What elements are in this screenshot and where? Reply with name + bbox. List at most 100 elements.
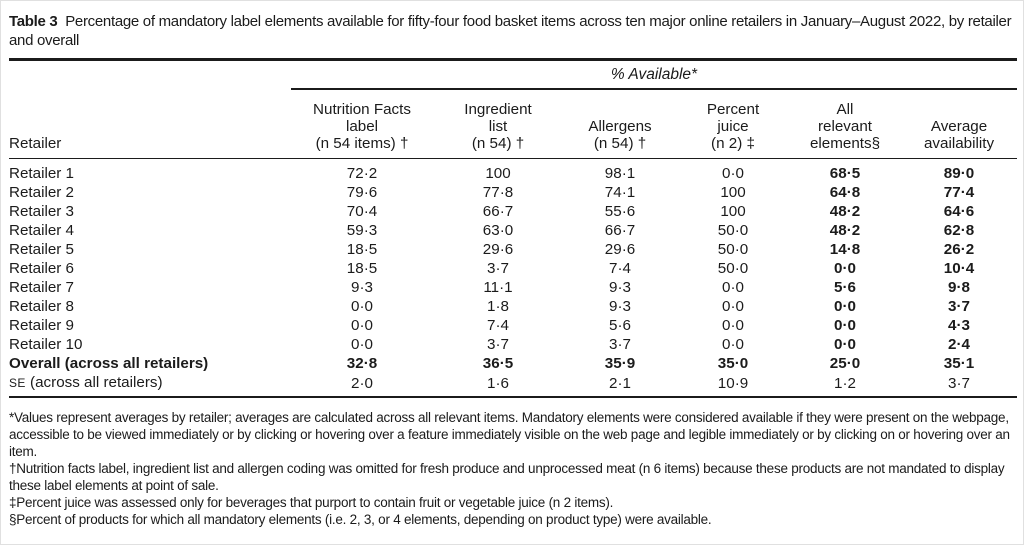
value-cell: 3·7 [948, 374, 970, 392]
value-cell: 1·8 [487, 298, 509, 315]
value-cell: 50·0 [717, 260, 749, 277]
value-cell: 0·0 [351, 317, 373, 334]
footnotes: *Values represent averages by retailer; … [9, 409, 1017, 528]
value-cell: 98·1 [604, 165, 636, 182]
retailer-cell: Retailer 5 [9, 241, 74, 258]
value-cell: 0·0 [834, 336, 856, 353]
table-row: Retailer 6 18·5 3·7 7·4 50·0 0·0 10·4 [9, 259, 1017, 278]
value-cell: 0·0 [834, 298, 856, 315]
retailer-cell: Retailer 6 [9, 260, 74, 277]
value-cell: 48·2 [829, 222, 861, 239]
value-cell: 55·6 [604, 203, 636, 220]
col-header-average-availability: Average availability [901, 89, 1018, 159]
value-cell: 100 [485, 165, 511, 182]
value-cell: 9·3 [351, 279, 373, 296]
table-row: Retailer 2 79·6 77·8 74·1 100 64·8 77·4 [9, 183, 1017, 202]
table-row: Retailer 9 0·0 7·4 5·6 0·0 0·0 4·3 [9, 316, 1017, 335]
value-cell: 10·4 [943, 260, 975, 277]
retailer-cell: Retailer 9 [9, 317, 74, 334]
retailer-cell: SE (across all retailers) [9, 374, 163, 391]
value-cell: 0·0 [351, 298, 373, 315]
footnote-values: *Values represent averages by retailer; … [9, 410, 1010, 459]
value-cell: 32·8 [346, 355, 378, 372]
table-caption: Table 3 Percentage of mandatory label el… [9, 12, 1017, 50]
value-cell: 66·7 [604, 222, 636, 239]
value-cell: 10·9 [717, 374, 749, 392]
col-header-ingredient-list: Ingredient list (n 54) † [433, 89, 563, 159]
value-cell: 1·2 [834, 374, 856, 392]
available-span-header: % Available* [291, 59, 1018, 90]
value-cell: 18·5 [346, 260, 378, 277]
retailer-cell: Overall (across all retailers) [9, 355, 209, 372]
smallcaps-se: SE [9, 376, 26, 390]
value-cell: 50·0 [717, 241, 749, 258]
value-cell: 18·5 [346, 241, 378, 258]
value-cell: 0·0 [722, 317, 744, 334]
retailer-cell: Retailer 1 [9, 165, 74, 182]
value-cell: 77·8 [482, 184, 514, 201]
value-cell: 0·0 [722, 165, 744, 182]
col-header-allergens: Allergens (n 54) † [563, 89, 677, 159]
value-cell: 2·0 [351, 374, 373, 392]
value-cell: 35·1 [943, 355, 975, 372]
value-cell: 64·8 [829, 184, 861, 201]
footnote-double-dagger: ‡Percent juice was assessed only for bev… [9, 495, 614, 510]
value-cell: 9·3 [609, 298, 631, 315]
retailer-cell: Retailer 4 [9, 222, 74, 239]
table-body: Retailer 1 72·2 100 98·1 0·0 68·5 89·0 Retailer… [9, 159, 1017, 398]
value-cell: 14·8 [829, 241, 861, 258]
table-caption-text: Percentage of mandatory label elements a… [9, 13, 1016, 49]
retailer-cell: Retailer 7 [9, 279, 74, 296]
page-container: Table 3 Percentage of mandatory label el… [1, 1, 1024, 528]
value-cell: 89·0 [943, 165, 975, 182]
value-cell: 59·3 [346, 222, 378, 239]
value-cell: 7·4 [487, 317, 509, 334]
table-row: Retailer 8 0·0 1·8 9·3 0·0 0·0 3·7 [9, 297, 1017, 316]
retailer-column-header: Retailer [9, 89, 291, 159]
value-cell: 3·7 [487, 260, 509, 277]
footnote-section: §Percent of products for which all manda… [9, 512, 712, 527]
value-cell: 3·7 [948, 298, 970, 315]
table-row: Retailer 3 70·4 66·7 55·6 100 48·2 64·6 [9, 202, 1017, 221]
value-cell: 5·6 [834, 279, 856, 296]
value-cell: 11·1 [483, 279, 513, 296]
value-cell: 1·6 [487, 374, 509, 392]
value-cell: 25·0 [829, 355, 861, 372]
value-cell: 100 [720, 203, 746, 220]
table-row: Retailer 10 0·0 3·7 3·7 0·0 0·0 2·4 [9, 335, 1017, 354]
value-cell: 0·0 [834, 317, 856, 334]
value-cell: 64·6 [943, 203, 975, 220]
value-cell: 9·8 [948, 279, 970, 296]
value-cell: 50·0 [717, 222, 749, 239]
table-row: Overall (across all retailers) 32·8 36·5 35… [9, 354, 1017, 373]
value-cell: 74·1 [604, 184, 636, 201]
column-header-row: Retailer Nutrition Facts label (n 54 ite… [9, 89, 1018, 159]
value-cell: 0·0 [834, 260, 856, 277]
value-cell: 2·1 [609, 374, 631, 392]
value-cell: 0·0 [722, 298, 744, 315]
col-header-nutrition-facts-label: Nutrition Facts label (n 54 items) † [291, 89, 433, 159]
value-cell: 3·7 [609, 336, 631, 353]
value-cell: 29·6 [604, 241, 636, 258]
corner-cell [9, 60, 291, 90]
value-cell: 0·0 [722, 279, 744, 296]
retailer-cell: Retailer 3 [9, 203, 74, 220]
value-cell: 63·0 [482, 222, 514, 239]
table-row: SE (across all retailers) 2·0 1·6 2·1 10·9 1·… [9, 373, 1017, 397]
footnote-dagger: †Nutrition facts label, ingredient list … [9, 461, 1005, 493]
retailer-cell: Retailer 8 [9, 298, 74, 315]
value-cell: 2·4 [948, 336, 970, 353]
retailer-cell: Retailer 2 [9, 184, 74, 201]
value-cell: 26·2 [943, 241, 975, 258]
table3: % Available* Retailer Nutrition Facts la… [9, 58, 1018, 398]
value-cell: 68·5 [829, 165, 861, 182]
value-cell: 77·4 [943, 184, 975, 201]
value-cell: 3·7 [487, 336, 509, 353]
value-cell: 62·8 [943, 222, 975, 239]
col-header-percent-juice: Percent juice (n 2) ‡ [677, 89, 789, 159]
value-cell: 7·4 [609, 260, 631, 277]
value-cell: 5·6 [609, 317, 631, 334]
table-number: Table 3 [9, 13, 58, 30]
value-cell: 36·5 [482, 355, 514, 372]
